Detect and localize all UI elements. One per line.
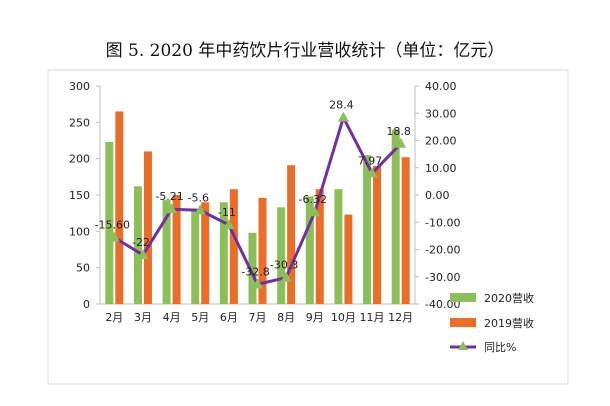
right-tick-label: -20.00 xyxy=(425,244,460,257)
bar-2019 xyxy=(401,157,410,304)
yoy-data-label: -22 xyxy=(132,236,150,249)
yoy-marker xyxy=(309,206,321,217)
right-tick-label: 0.00 xyxy=(425,189,450,202)
chart-frame xyxy=(47,69,569,385)
x-tick-label: 4月 xyxy=(163,311,181,324)
bar-2019 xyxy=(258,197,267,304)
x-tick-label: 10月 xyxy=(331,311,356,324)
left-tick-label: 250 xyxy=(69,116,90,129)
legend-swatch-2019 xyxy=(450,318,476,327)
left-tick-label: 150 xyxy=(69,189,90,202)
data-labels: -15.60-22 -5.21 -5.6 -11 -32.8-30.3 -6.32 28.4… xyxy=(95,99,411,279)
left-tick-label: 200 xyxy=(69,153,90,166)
right-tick-label: 10.00 xyxy=(425,162,457,175)
x-tick-label: 9月 xyxy=(306,311,324,324)
yoy-marker xyxy=(395,137,407,148)
bar-2019 xyxy=(373,165,382,304)
left-tick-label: 300 xyxy=(69,80,90,93)
bar-2020 xyxy=(248,232,257,304)
yoy-marker xyxy=(166,203,178,214)
yoy-data-label: -32.8 xyxy=(241,265,269,278)
yoy-data-label: -6.32 xyxy=(299,193,327,206)
yoy-data-label: -5.21 xyxy=(155,190,183,203)
yoy-data-label: 18.8 xyxy=(386,125,411,138)
x-tick-label: 6月 xyxy=(220,311,238,324)
bar-2020 xyxy=(277,207,286,304)
right-tick-label: 30.00 xyxy=(425,107,457,120)
x-tick-label: 7月 xyxy=(249,311,267,324)
right-tick-label: -10.00 xyxy=(425,216,460,229)
yoy-data-label: -30.3 xyxy=(270,259,298,272)
right-tick-label: 40.00 xyxy=(425,80,457,93)
yoy-data-label: -5.6 xyxy=(187,191,208,204)
bar-2020 xyxy=(105,141,114,304)
left-tick-label: 0 xyxy=(83,298,90,311)
yoy-data-label: 7.97 xyxy=(358,154,383,167)
yoy-marker xyxy=(194,204,206,215)
yoy-marker xyxy=(223,218,235,229)
yoy-data-label: -11 xyxy=(218,206,236,219)
right-tick-label: 20.00 xyxy=(425,135,457,148)
bar-2020 xyxy=(391,129,400,304)
left-axis: 0 50 100 150 200 250 300 xyxy=(69,80,101,311)
legend-label-2019: 2019营收 xyxy=(484,316,534,330)
bar-2019 xyxy=(143,151,152,304)
left-tick-label: 50 xyxy=(76,262,90,275)
yoy-data-label: -15.60 xyxy=(95,219,130,232)
bar-2020 xyxy=(219,202,228,304)
right-axis: -40.00-30.00-20.00-10.000.0010.0020.0030… xyxy=(414,80,460,311)
yoy-marker xyxy=(252,278,263,289)
legend-marker-yoy xyxy=(458,341,468,350)
x-tick-label: 12月 xyxy=(388,311,413,324)
x-tick-label: 2月 xyxy=(105,311,123,324)
bar-2020 xyxy=(191,209,200,304)
bar-2020 xyxy=(363,155,372,304)
yoy-marker xyxy=(366,167,378,178)
legend-swatch-2020 xyxy=(450,293,476,302)
bars xyxy=(105,111,410,304)
bar-2019 xyxy=(229,189,238,304)
legend-label-2020: 2020营收 xyxy=(484,291,534,305)
x-tick-label: 5月 xyxy=(191,311,209,324)
left-tick-label: 100 xyxy=(69,225,90,238)
chart-title: 图 5. 2020 年中药饮片行业营收统计（单位：亿元） xyxy=(105,41,505,61)
yoy-marker xyxy=(337,111,349,122)
bar-2020 xyxy=(334,189,343,304)
legend-label-yoy: 同比% xyxy=(484,341,516,354)
x-tick-label: 3月 xyxy=(134,311,152,324)
bar-2020 xyxy=(162,200,171,304)
x-tick-label: 11月 xyxy=(360,311,385,324)
yoy-marker xyxy=(137,248,149,259)
bar-2019 xyxy=(344,214,353,304)
bar-2020 xyxy=(133,186,142,304)
yoy-marker xyxy=(280,271,292,282)
yoy-marker xyxy=(108,231,120,242)
right-tick-label: -30.00 xyxy=(425,271,460,284)
bar-2019 xyxy=(172,195,181,304)
bar-2019 xyxy=(115,111,124,304)
x-axis: 2月 3月 4月 5月 6月 7月 8月 9月 10月 11月 12月 xyxy=(100,303,415,324)
x-tick-label: 8月 xyxy=(277,311,295,324)
yoy-line xyxy=(108,111,407,289)
bar-2019 xyxy=(201,202,210,304)
bar-2019 xyxy=(315,189,324,304)
bar-2019 xyxy=(287,165,296,304)
yoy-data-label: 28.4 xyxy=(329,99,354,112)
bar-2020 xyxy=(305,196,314,304)
